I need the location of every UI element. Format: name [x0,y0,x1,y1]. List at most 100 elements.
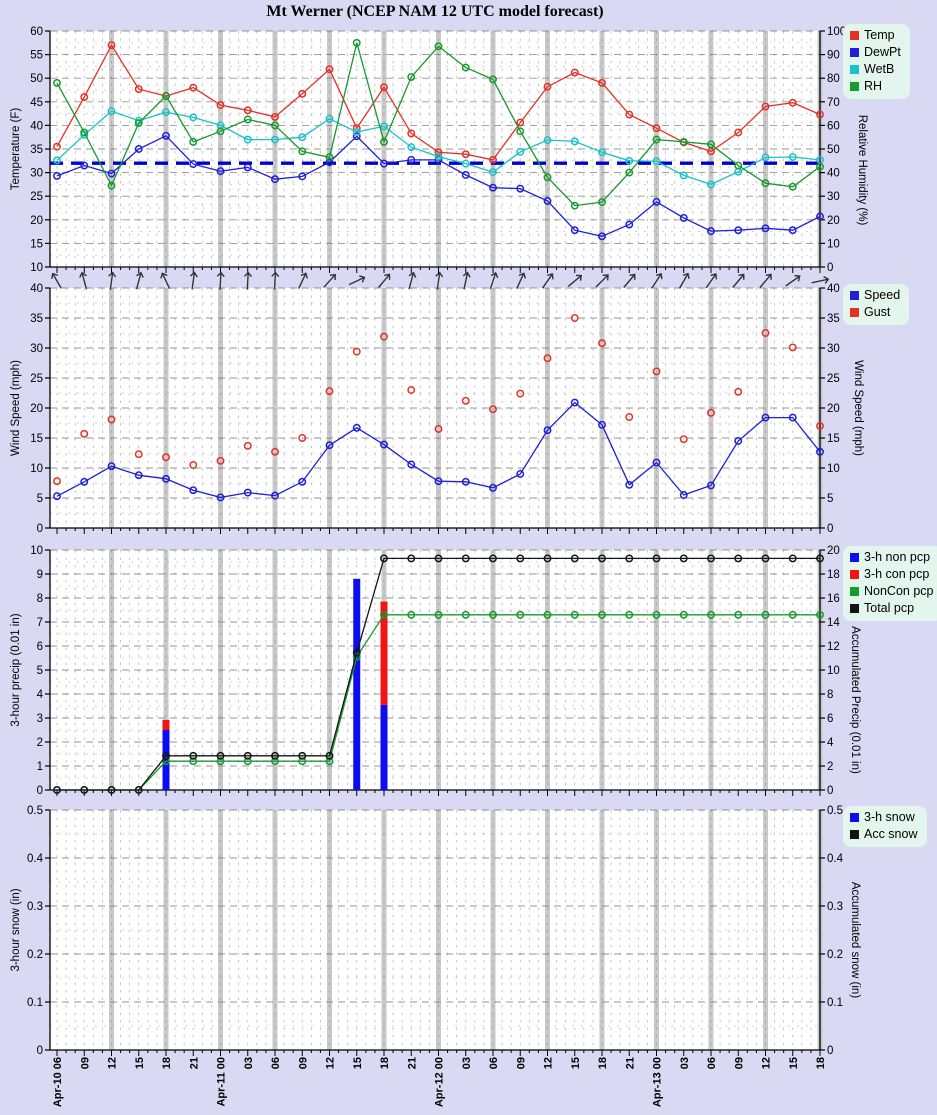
marker-Temp [570,68,579,77]
legend-item: DewPt [850,44,901,61]
legend-label: RH [864,79,883,93]
marker-Speed [761,413,770,422]
marker-Gust [489,405,497,414]
marker-Total-pcp [162,751,170,760]
arrow-glyph [567,274,583,287]
marker-DewPt [598,232,606,241]
marker-Speed [652,458,661,467]
marker-Speed [461,477,470,486]
y-tick-label-right: 0.4 [827,853,844,865]
marker-Gust [407,386,416,394]
day-band [272,31,278,267]
marker-Speed [570,398,579,407]
x-tick-label: 03 [461,1057,473,1069]
x-tick-label: 12 [543,1057,555,1069]
arrow-glyph [108,271,117,290]
marker-Temp [652,124,661,133]
marker-Gust [570,314,579,322]
y-tick-label-left: 60 [30,26,43,38]
marker-WetB [380,122,388,131]
marker-RH [734,161,743,170]
marker-DewPt [80,161,89,170]
marker-Speed [271,491,279,500]
bar-3-h-non-pcp [380,704,388,790]
y-tick-label-left: 0.5 [27,805,43,817]
wind-direction-arrow [623,273,636,288]
arrow-glyph [678,272,690,289]
marker-Speed [407,460,416,469]
panel-snow: 0 0.1 0.2 0.3 0.4 0.5 0 0.1 0.2 0.3 0.4 0.5 [27,805,844,1057]
marker-RH [189,137,198,146]
y-tick-label-left: 0.2 [27,949,43,961]
y-tick-label-left: 15 [30,433,43,445]
marker-WetB [570,137,579,146]
wind-direction-arrow [759,273,772,288]
wind-direction-arrow [567,274,583,287]
marker-Speed [434,477,443,486]
x-tick-label: 12 [325,1057,337,1069]
marker-RH [243,115,252,124]
legend-swatch-icon [850,813,859,822]
marker-DewPt [243,163,252,172]
marker-NonCon-pcp [162,757,170,766]
wind-direction-arrow [378,273,391,288]
legend-swatch-icon [850,587,859,596]
marker-WetB [189,113,198,122]
marker-NonCon-pcp [489,610,497,619]
marker-Total-pcp [216,751,225,760]
legend-item: 3-h non pcp [850,549,934,566]
y-tick-label-right: 0 [827,785,833,797]
legend-item: 3-h con pcp [850,566,934,583]
marker-DewPt [570,226,579,235]
arrow-glyph [271,271,280,290]
marker-Speed [107,462,116,471]
legend-label: 3-h con pcp [864,567,930,581]
marker-Total-pcp [570,554,579,563]
marker-NonCon-pcp [325,757,334,766]
marker-WetB [162,108,170,117]
arrow-glyph [378,273,391,288]
wind-direction-arrow [189,271,198,290]
marker-DewPt [461,171,470,179]
day-band [763,31,768,267]
x-tick-label: 09 [733,1057,745,1069]
y-tick-label-left: 10 [30,262,43,274]
marker-WetB [298,133,307,142]
wind-direction-arrow [785,274,801,287]
marker-Gust [625,413,634,421]
marker-DewPt [407,155,416,164]
x-tick-label: 18 [379,1057,391,1069]
series-line-RH [56,42,821,207]
marker-WetB [543,136,552,144]
wind-direction-arrow [271,271,280,290]
wind-direction-arrow [298,272,308,289]
y-tick-label-right: 0.3 [827,901,843,913]
arrow-glyph [516,272,526,289]
marker-Total-pcp [461,554,470,563]
marker-Total-pcp [489,554,497,563]
marker-DewPt [625,220,634,229]
legend-swatch-icon [850,308,859,317]
marker-NonCon-pcp [298,757,307,766]
y-tick-label-left: 5 [37,665,43,677]
marker-RH [434,42,443,51]
y-tick-label-right: 4 [827,737,834,749]
marker-WetB [352,128,361,136]
bar-3-h-non-pcp [353,578,361,790]
legend-item: NonCon pcp [850,583,934,600]
marker-Total-pcp [352,648,361,657]
marker-WetB [434,152,443,161]
y-tick-label-left: 5 [37,493,43,505]
arrow-glyph [135,271,144,290]
marker-Temp [788,98,797,107]
marker-WetB [788,153,797,161]
y-tick-label-left: 20 [30,403,43,415]
x-tick-label: 15 [570,1057,582,1069]
x-tick-label: Apr-13 00 [652,1057,664,1107]
y-tick-label-right: 0 [827,262,833,274]
marker-WetB [625,156,634,165]
marker-Temp [380,83,388,92]
y-tick-label-left: 0.3 [27,901,43,913]
arrow-glyph [408,271,417,290]
marker-WetB [325,114,334,123]
